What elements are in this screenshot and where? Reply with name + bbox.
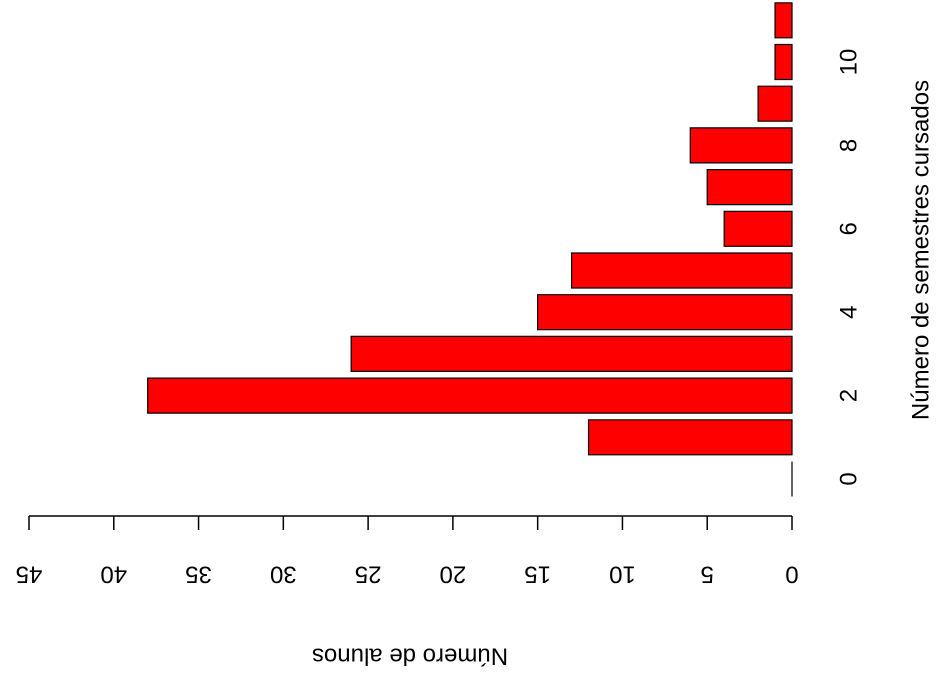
- bar: [537, 294, 793, 331]
- x-tick-label: 10: [609, 561, 636, 588]
- x-tick-label: 45: [16, 561, 43, 588]
- y-tick-label: 0: [835, 472, 862, 485]
- bar: [774, 2, 793, 39]
- x-tick-label: 20: [440, 561, 467, 588]
- x-tick-label: 30: [270, 561, 297, 588]
- y-tick-label: 6: [835, 222, 862, 235]
- y-tick-label: 4: [835, 306, 862, 319]
- x-tick-label: 40: [100, 561, 127, 588]
- bar: [147, 377, 793, 414]
- y-tick-label: 8: [835, 139, 862, 152]
- bar: [706, 169, 793, 206]
- y-tick-label: 2: [835, 389, 862, 402]
- bar: [570, 252, 793, 289]
- x-tick-label: 25: [355, 561, 382, 588]
- x-tick-label: 0: [785, 561, 798, 588]
- bar: [587, 419, 793, 456]
- bar: [723, 210, 793, 247]
- x-axis-title: Número de alunos: [312, 643, 508, 670]
- bar: [350, 335, 793, 372]
- bar: [774, 43, 793, 81]
- bar: [689, 127, 793, 164]
- y-axis-title: Número de semestres cursados: [907, 80, 934, 420]
- bar: [757, 85, 793, 122]
- x-tick-label: 15: [524, 561, 551, 588]
- y-tick-label: 10: [835, 49, 862, 76]
- x-tick-label: 5: [701, 561, 714, 588]
- x-tick-label: 35: [185, 561, 212, 588]
